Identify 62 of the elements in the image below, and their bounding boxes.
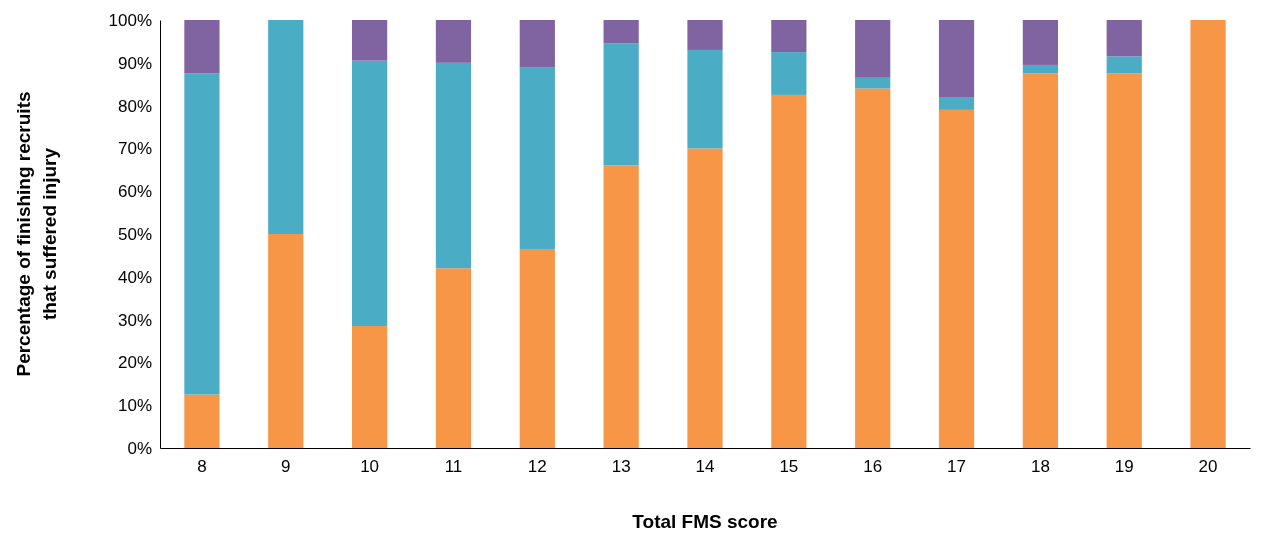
bar (603, 20, 639, 44)
y-tick-label: 30% (117, 310, 152, 330)
bar (1022, 73, 1058, 448)
y-tick-label: 20% (117, 353, 152, 373)
y-tick-label: 60% (117, 182, 152, 202)
bar (855, 77, 891, 89)
bar (1106, 73, 1142, 448)
bar (184, 394, 220, 448)
x-axis-title: Total FMS score (632, 511, 778, 532)
x-tick-label: 19 (1114, 457, 1134, 477)
bar (771, 20, 807, 53)
y-tick-label: 70% (117, 139, 152, 159)
bar (1022, 64, 1058, 74)
x-tick-label: 13 (611, 457, 631, 477)
x-tick-label: 15 (779, 457, 799, 477)
bar (771, 94, 807, 448)
y-tick-label: 0% (127, 438, 152, 458)
bar (938, 97, 975, 110)
x-tick-label: 9 (281, 457, 291, 477)
y-tick-label: 50% (117, 224, 152, 244)
x-tick-label: 8 (197, 457, 207, 477)
bar (352, 326, 388, 448)
x-tick-label: 12 (527, 457, 547, 477)
x-tick-label: 16 (863, 457, 883, 477)
x-tick-label: 20 (1198, 457, 1218, 477)
bar (352, 20, 388, 61)
bar (184, 73, 220, 395)
x-tick-label: 18 (1030, 457, 1050, 477)
x-tick-label: 11 (444, 457, 463, 477)
bar (519, 67, 555, 249)
y-tick-label: 40% (117, 267, 152, 287)
bar (268, 20, 304, 234)
bar (1190, 20, 1226, 448)
x-tick-label: 17 (947, 457, 966, 477)
bar (1106, 56, 1142, 74)
bar (1106, 20, 1142, 57)
y-tick-label: 10% (117, 396, 152, 416)
y-tick-label: 100% (108, 10, 152, 30)
bar (687, 20, 723, 50)
bar (435, 20, 472, 63)
x-tick-label: 10 (360, 457, 380, 477)
bar (435, 62, 472, 269)
y-tick-label: 90% (117, 53, 152, 73)
bar (519, 20, 555, 68)
bar (938, 109, 975, 448)
bar (687, 148, 723, 448)
x-tick-label: 14 (695, 457, 715, 477)
bar (771, 52, 807, 95)
y-tick-label: 80% (117, 96, 152, 116)
bar (1022, 20, 1058, 65)
bar (687, 49, 723, 149)
bar (268, 234, 304, 448)
bar (603, 43, 639, 166)
bar (435, 268, 472, 448)
y-axis-title: Percentage of finishing recruits that suffered injury (13, 91, 60, 377)
bar (184, 20, 220, 74)
bar (519, 248, 555, 448)
bar (855, 20, 891, 78)
bar (938, 20, 975, 98)
bar (603, 165, 639, 448)
bar (855, 88, 891, 448)
bar (352, 60, 388, 327)
